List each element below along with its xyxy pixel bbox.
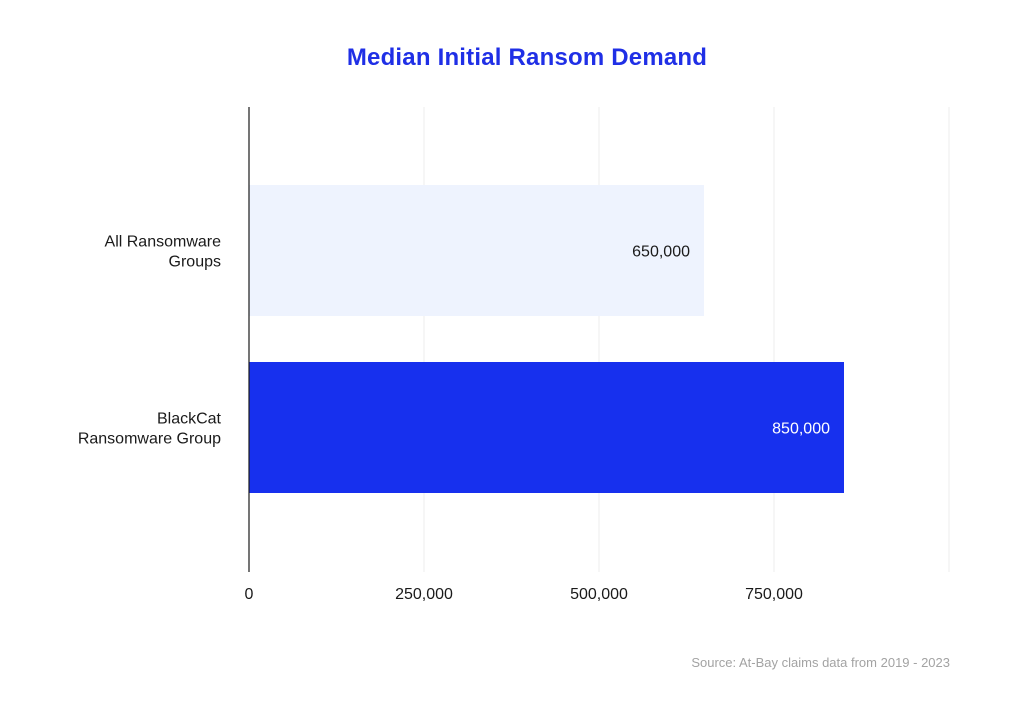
grid-lines — [423, 107, 950, 572]
x-tick-label: 500,000 — [570, 586, 628, 603]
labels: 650,000 850,000 All Ransomware Groups BlackC… — [78, 234, 830, 604]
category-label: BlackCat Ransomware Group — [78, 411, 222, 448]
bars — [249, 185, 844, 493]
source-note: Source: At-Bay claims data from 2019 - 2… — [691, 655, 950, 670]
x-tick-label: 750,000 — [745, 586, 803, 603]
bar — [249, 185, 704, 316]
x-tick-label: 0 — [245, 586, 254, 603]
bar — [249, 362, 844, 493]
data-label: 650,000 — [632, 244, 690, 261]
chart-title: Median Initial Ransom Demand — [346, 44, 708, 71]
x-tick-label: 250,000 — [395, 586, 453, 603]
data-label: 850,000 — [772, 421, 830, 438]
category-label: All Ransomware Groups — [105, 234, 222, 271]
